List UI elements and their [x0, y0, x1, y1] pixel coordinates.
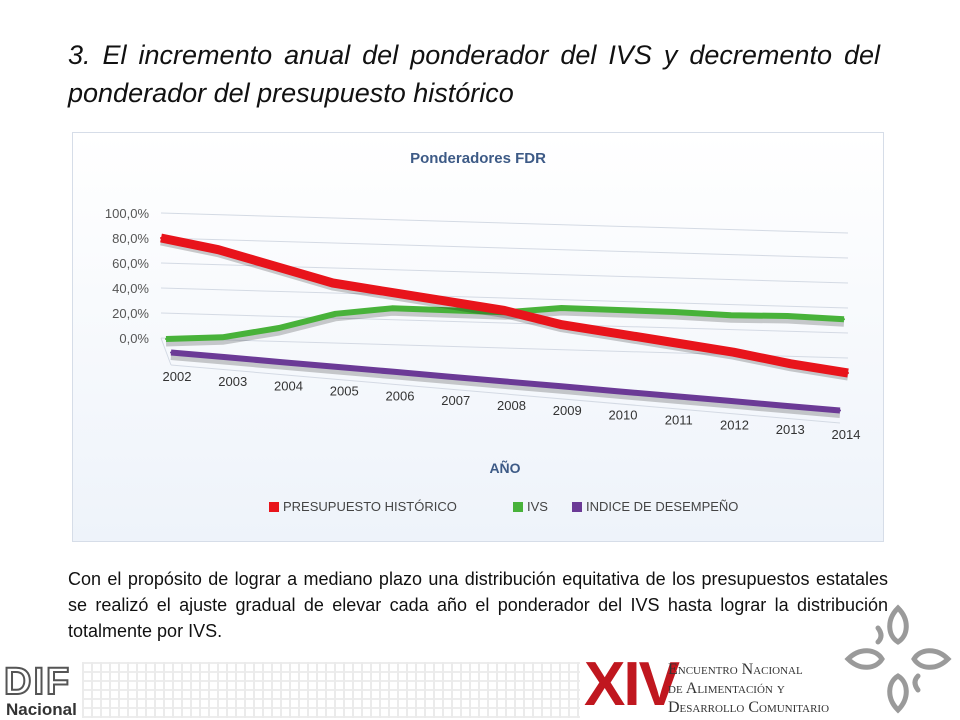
- x-axis-title: AÑO: [489, 459, 520, 476]
- data-point: [673, 311, 676, 313]
- gridline: [160, 237, 849, 259]
- flower-ornament-icon: [844, 604, 952, 714]
- description-text: Con el propósito de lograr a mediano pla…: [68, 569, 888, 641]
- legend-swatch: [572, 502, 582, 512]
- data-point: [331, 282, 334, 284]
- data-point: [671, 395, 674, 397]
- y-tick-label: 20,0%: [112, 306, 149, 321]
- data-point: [839, 409, 841, 412]
- data-point: [732, 351, 735, 354]
- data-point: [560, 307, 563, 309]
- data-point: [730, 314, 732, 317]
- legend-label: PRESUPUESTO HISTÓRICO: [283, 499, 457, 514]
- data-point: [278, 327, 280, 329]
- dif-logo: DIF Nacional: [3, 661, 84, 719]
- data-point: [337, 366, 340, 368]
- gridline: [160, 287, 849, 309]
- y-tick-label: 40,0%: [112, 281, 149, 296]
- gridline: [160, 212, 849, 234]
- data-point: [727, 399, 730, 402]
- x-tick-label: 2006: [386, 388, 415, 403]
- floor-edge: [170, 364, 841, 424]
- data-point: [675, 342, 678, 344]
- legend-swatch: [513, 502, 523, 512]
- x-tick-label: 2008: [497, 398, 526, 413]
- line-chart: Ponderadores FDR 0,0% 20,0% 40,0% 60,0% 80,0…: [105, 150, 861, 514]
- data-point: [617, 309, 619, 311]
- data-point: [281, 361, 284, 364]
- data-point: [165, 338, 167, 340]
- chart-area: Ponderadores FDR 0,0% 20,0% 40,0% 60,0% 80,0…: [72, 132, 884, 542]
- dif-logo-subtitle: Nacional: [6, 700, 77, 719]
- slide-title: 3. El incremento anual del ponderador de…: [68, 40, 880, 108]
- event-name-line-1: Encuentro Nacional: [668, 661, 803, 678]
- data-point: [847, 372, 849, 374]
- data-point: [618, 332, 620, 335]
- event-number: XIV: [584, 650, 680, 719]
- data-point: [170, 351, 172, 354]
- data-point: [160, 237, 162, 239]
- floor-edge: [160, 337, 172, 366]
- chart-title: Ponderadores FDR: [410, 150, 546, 167]
- x-tick-label: 2003: [218, 374, 247, 389]
- x-tick-label: 2014: [832, 427, 861, 442]
- data-point: [217, 248, 220, 251]
- data-point: [786, 315, 789, 317]
- y-tick-label: 0,0%: [119, 331, 149, 346]
- data-point: [448, 375, 451, 378]
- x-tick-label: 2002: [163, 369, 192, 384]
- x-tick-label: 2009: [553, 403, 582, 418]
- decorative-pattern: [82, 662, 580, 718]
- data-point: [843, 318, 845, 321]
- data-point: [560, 323, 563, 326]
- data-point: [560, 385, 563, 388]
- x-tick-label: 2005: [330, 384, 359, 399]
- event-name-line-3: Desarrollo Comunitario: [668, 699, 830, 716]
- data-point: [393, 370, 395, 373]
- event-name: Encuentro Nacional de Alimentación y Des…: [668, 660, 829, 717]
- y-tick-label: 100,0%: [105, 206, 150, 221]
- x-tick-label: 2013: [776, 422, 805, 437]
- x-tick-label: 2011: [665, 413, 693, 428]
- data-point: [334, 312, 337, 315]
- data-point: [447, 309, 450, 312]
- y-tick-label: 80,0%: [112, 231, 149, 246]
- data-point: [446, 300, 449, 303]
- data-point: [274, 265, 277, 268]
- x-tick-label: 2012: [720, 417, 749, 432]
- x-tick-label: 2010: [609, 408, 638, 423]
- legend-label: IVS: [527, 499, 548, 514]
- legend-label: INDICE DE DESEMPEÑO: [586, 499, 738, 514]
- data-point: [225, 356, 228, 359]
- x-tick-label: 2007: [441, 393, 470, 408]
- data-point: [391, 307, 393, 310]
- data-point: [504, 380, 507, 383]
- data-point: [616, 390, 618, 393]
- dif-logo-letters: DIF: [3, 661, 72, 703]
- gridline: [160, 312, 849, 334]
- data-point: [783, 404, 786, 407]
- data-point: [789, 362, 792, 365]
- data-point: [503, 309, 506, 312]
- data-point: [389, 291, 391, 294]
- legend-swatch: [269, 502, 279, 512]
- x-tick-label: 2004: [274, 379, 303, 394]
- event-name-line-2: de Alimentación y: [668, 680, 785, 697]
- data-point: [221, 336, 224, 339]
- y-tick-label: 60,0%: [112, 256, 149, 271]
